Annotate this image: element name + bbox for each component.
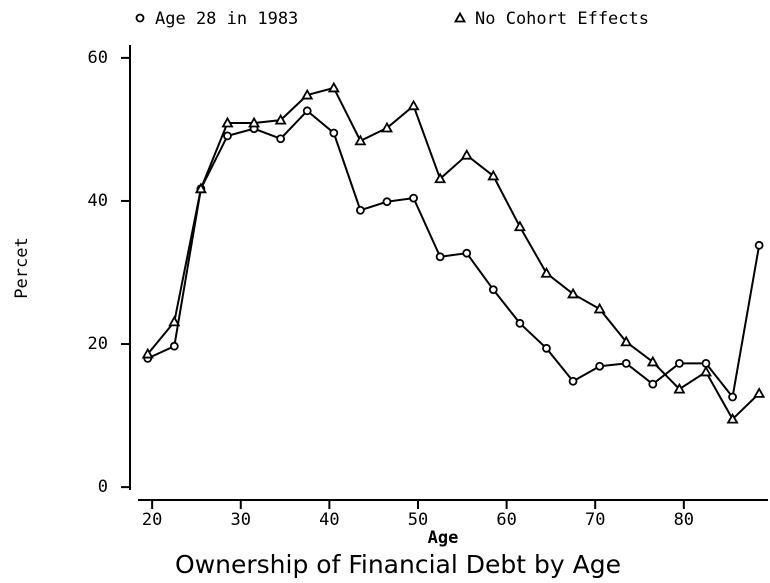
- x-tick-label: 40: [319, 510, 339, 530]
- series-line: [147, 109, 761, 400]
- y-tick-label: 40: [88, 191, 108, 211]
- triangle-marker: [726, 412, 739, 424]
- triangle-marker: [567, 287, 580, 299]
- triangle-marker: [753, 387, 766, 398]
- triangle-marker: [327, 81, 340, 93]
- triangle-marker: [513, 220, 526, 232]
- circle-marker: [355, 205, 365, 215]
- circle-marker: [754, 240, 764, 250]
- x-tick-label: 20: [142, 510, 162, 530]
- triangle-marker: [301, 88, 314, 100]
- legend-marker: [453, 11, 467, 23]
- y-tick-label: 60: [88, 48, 108, 68]
- circle-marker: [169, 341, 179, 351]
- x-tick-label: 70: [585, 510, 605, 530]
- circle-marker: [382, 197, 392, 207]
- circle-marker: [542, 343, 551, 353]
- circle-marker: [302, 106, 312, 116]
- x-tick-label: 30: [231, 510, 251, 530]
- x-tick-label: 80: [674, 510, 694, 530]
- circle-marker: [223, 131, 232, 141]
- y-tick-label: 20: [88, 334, 108, 354]
- circle-marker: [515, 318, 525, 328]
- triangle-marker: [620, 335, 633, 347]
- circle-marker: [329, 128, 339, 138]
- triangle-marker: [194, 182, 207, 194]
- y-axis-label: Percet: [12, 237, 32, 298]
- chart-title: Ownership of Financial Debt by Age: [175, 550, 621, 579]
- triangle-marker: [434, 172, 447, 184]
- triangle-marker: [380, 121, 394, 133]
- x-tick-label: 60: [496, 510, 516, 530]
- series-line: [146, 86, 760, 421]
- triangle-marker: [699, 365, 713, 377]
- x-tick-label: 50: [408, 510, 428, 530]
- triangle-marker: [354, 134, 367, 146]
- triangle-marker: [221, 116, 234, 128]
- circle-marker: [648, 379, 658, 389]
- circle-marker: [621, 358, 631, 368]
- circle-marker: [462, 248, 472, 258]
- circle-marker: [409, 193, 418, 203]
- circle-marker: [728, 392, 737, 402]
- triangle-marker: [646, 355, 659, 367]
- triangle-marker: [274, 113, 287, 125]
- triangle-marker: [460, 148, 473, 160]
- circle-marker: [435, 252, 445, 262]
- circle-marker: [568, 376, 578, 386]
- triangle-marker: [407, 99, 420, 111]
- y-tick-label: 0: [98, 477, 108, 497]
- x-axis-label: Age: [428, 528, 459, 548]
- circle-marker: [276, 134, 286, 144]
- circle-marker: [674, 358, 684, 368]
- legend-label: Age 28 in 1983: [155, 9, 298, 29]
- triangle-marker: [168, 315, 181, 327]
- triangle-marker: [540, 266, 553, 278]
- triangle-marker: [141, 347, 154, 359]
- legend-label: No Cohort Effects: [475, 9, 649, 29]
- triangle-marker: [673, 382, 686, 394]
- triangle-marker: [593, 302, 606, 314]
- circle-marker: [488, 285, 498, 295]
- legend-marker: [135, 13, 145, 23]
- circle-marker: [595, 361, 605, 371]
- triangle-marker: [487, 169, 500, 181]
- triangle-marker: [248, 116, 261, 128]
